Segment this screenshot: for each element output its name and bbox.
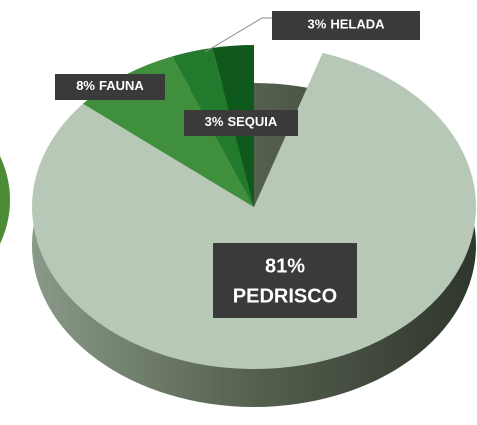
slice-label: 8% FAUNA [76,78,144,93]
category-label: HELADA [330,17,385,32]
label-box [55,74,165,100]
slice-label: 3% HELADA [308,17,386,32]
neighbor-chart-edge [0,156,10,244]
slice-label: 3% SEQUIA [205,114,278,129]
label-box [213,243,357,318]
category-label: FAUNA [99,78,144,93]
label-box [272,11,420,40]
category-label: PEDRISCO [233,285,337,307]
pie-slice [31,52,477,369]
category-label: SEQUIA [227,114,277,129]
leader-line [204,17,272,53]
value-label: 8% [76,78,95,93]
label-box [184,110,298,136]
value-label: 3% [308,17,327,32]
value-label: 3% [205,114,224,129]
value-label: 81% [265,255,305,277]
